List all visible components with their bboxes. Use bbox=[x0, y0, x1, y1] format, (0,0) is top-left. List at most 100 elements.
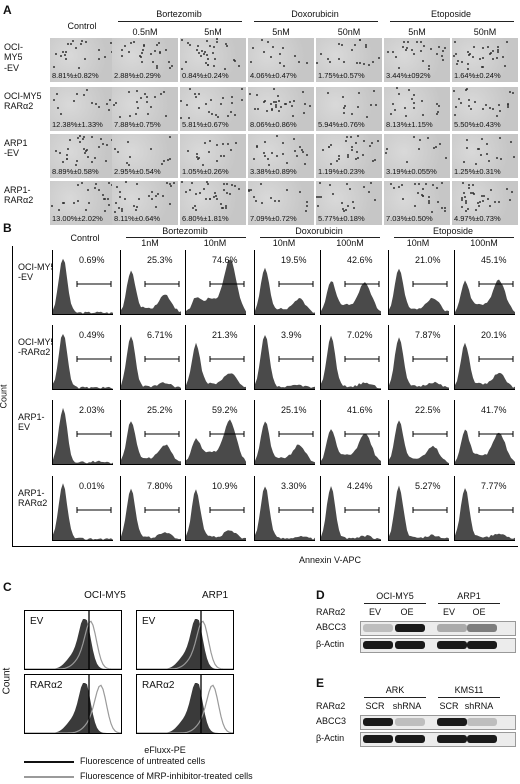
colony-dot bbox=[392, 51, 394, 53]
histogram-plot bbox=[186, 489, 246, 540]
colony-dot bbox=[84, 152, 86, 154]
histogram-plot bbox=[53, 258, 113, 314]
colony-dot bbox=[353, 207, 355, 209]
colony-dot bbox=[160, 93, 162, 95]
colony-dot bbox=[60, 55, 62, 57]
panel-c-column-header-ocimy5: OCI-MY5 bbox=[84, 590, 126, 601]
colony-dot bbox=[468, 184, 470, 186]
colony-dot bbox=[436, 53, 438, 55]
colony-percentage: 3.19%±0.055% bbox=[386, 167, 437, 176]
colony-dot bbox=[496, 115, 498, 117]
inhibitor-treated-distribution bbox=[137, 684, 233, 733]
colony-dot bbox=[472, 184, 474, 186]
colony-dot bbox=[341, 202, 343, 204]
panel-d-row-header: RARα2 bbox=[316, 607, 346, 617]
histogram-area bbox=[321, 486, 381, 540]
colony-dot bbox=[203, 188, 205, 190]
colony-dot bbox=[282, 47, 284, 49]
panel-b-frame-left bbox=[12, 246, 13, 546]
protein-band bbox=[363, 718, 393, 726]
colony-dot bbox=[351, 146, 353, 148]
colony-dot bbox=[57, 107, 59, 109]
colony-dot bbox=[405, 115, 407, 117]
colony-dot bbox=[286, 162, 288, 164]
colony-dot bbox=[200, 55, 202, 57]
efflux-row-label: RARα2 bbox=[30, 680, 63, 691]
colony-dot bbox=[209, 45, 211, 47]
apoptosis-percentage: 7.87% bbox=[415, 330, 441, 340]
histogram-plot bbox=[455, 279, 515, 314]
histogram-area bbox=[53, 258, 113, 314]
colony-dot bbox=[80, 43, 82, 45]
colony-dot bbox=[163, 91, 165, 93]
colony-dot bbox=[362, 154, 364, 156]
annexin-histogram: 74.6% bbox=[185, 250, 246, 315]
colony-dot bbox=[466, 139, 468, 141]
colony-dot bbox=[511, 191, 513, 193]
colony-dot bbox=[294, 55, 296, 57]
colony-dot bbox=[198, 157, 200, 159]
colony-dot bbox=[224, 68, 226, 70]
colony-percentage: 1.19%±0.23% bbox=[318, 167, 365, 176]
colony-dot bbox=[207, 58, 209, 60]
protein-band bbox=[437, 641, 467, 649]
colony-dot bbox=[106, 103, 108, 105]
colony-tile: 4.97%±0.73% bbox=[452, 181, 518, 225]
histogram-area bbox=[121, 488, 181, 540]
colony-dot bbox=[322, 149, 324, 151]
colony-dot bbox=[454, 41, 456, 43]
colony-dot bbox=[403, 41, 405, 43]
efflux-histogram: EV bbox=[136, 610, 234, 670]
colony-dot bbox=[428, 202, 430, 204]
panel-a-row-label-line: ARP1 bbox=[4, 138, 28, 148]
colony-dot bbox=[276, 155, 278, 157]
colony-dot bbox=[372, 61, 374, 63]
colony-dot bbox=[433, 147, 435, 149]
colony-dot bbox=[473, 193, 475, 195]
colony-dot bbox=[170, 185, 172, 187]
colony-dot bbox=[189, 88, 191, 90]
colony-dot bbox=[513, 156, 515, 158]
colony-tile: 1.75%±0.57% bbox=[316, 38, 382, 82]
panel-e-group-ark: ARK bbox=[385, 685, 405, 695]
annexin-histogram: 42.6% bbox=[320, 250, 381, 315]
colony-dot bbox=[238, 188, 240, 190]
colony-dot bbox=[78, 67, 80, 69]
panel-a-drug-header-doxorubicin: Doxorubicin bbox=[291, 9, 339, 19]
histogram-area bbox=[455, 488, 515, 540]
colony-dot bbox=[77, 200, 79, 202]
colony-dot bbox=[201, 50, 203, 52]
colony-dot bbox=[98, 49, 100, 51]
colony-dot bbox=[509, 91, 511, 93]
colony-dot bbox=[156, 67, 158, 69]
colony-dot bbox=[98, 146, 100, 148]
colony-dot bbox=[100, 138, 102, 140]
colony-dot bbox=[104, 56, 106, 58]
panel-b-drug-header-doxorubicin: Doxorubicin bbox=[295, 226, 343, 236]
colony-dot bbox=[216, 144, 218, 146]
colony-dot bbox=[368, 191, 370, 193]
colony-dot bbox=[129, 156, 131, 158]
panel-b-label: B bbox=[3, 221, 12, 235]
panel-b-row-label-line: -EV bbox=[18, 272, 34, 283]
panel-b-row-label-line: ARP1- bbox=[18, 488, 45, 498]
colony-dot bbox=[86, 89, 88, 91]
colony-dot bbox=[195, 209, 197, 211]
colony-dot bbox=[142, 49, 144, 51]
colony-dot bbox=[438, 46, 440, 48]
colony-dot bbox=[211, 113, 213, 115]
colony-dot bbox=[404, 107, 406, 109]
colony-dot bbox=[137, 107, 139, 109]
colony-dot bbox=[465, 210, 467, 212]
colony-dot bbox=[304, 103, 306, 105]
colony-dot bbox=[460, 102, 462, 104]
colony-dot bbox=[497, 51, 499, 53]
panel-b-row-label-line: OCI-MY5 bbox=[18, 262, 56, 272]
inhibitor-treated-distribution bbox=[25, 684, 121, 733]
colony-dot bbox=[363, 140, 365, 142]
histogram-area bbox=[389, 420, 449, 464]
colony-dot bbox=[489, 107, 491, 109]
colony-percentage: 7.03%±0.50% bbox=[386, 214, 433, 223]
colony-dot bbox=[209, 140, 211, 142]
colony-dot bbox=[162, 195, 164, 197]
